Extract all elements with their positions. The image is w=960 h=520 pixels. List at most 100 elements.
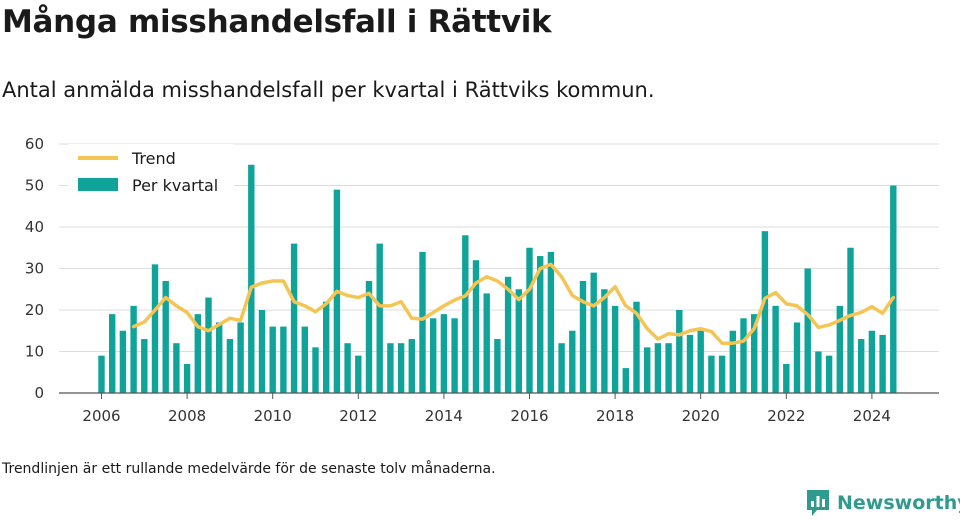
trend-series xyxy=(131,262,896,345)
bar xyxy=(537,256,544,393)
bar xyxy=(494,339,501,393)
x-tick-label: 2020 xyxy=(682,407,720,425)
bar xyxy=(130,305,137,393)
x-tick-label: 2022 xyxy=(767,407,805,425)
bar xyxy=(355,355,362,393)
bar xyxy=(504,276,512,393)
bar xyxy=(879,334,886,393)
bar xyxy=(258,310,266,393)
bar xyxy=(804,268,811,393)
y-tick-label: 0 xyxy=(34,384,44,402)
bar xyxy=(226,339,234,393)
bar xyxy=(633,301,640,393)
bar xyxy=(622,368,629,393)
bar xyxy=(569,330,576,393)
bar xyxy=(408,339,415,393)
bar xyxy=(515,289,522,393)
y-tick-label: 50 xyxy=(25,177,44,195)
legend-bars-label: Per kvartal xyxy=(132,176,218,195)
bar xyxy=(194,314,201,393)
y-tick-label: 10 xyxy=(25,343,44,361)
chart-title: Många misshandelsfall i Rättvik xyxy=(2,4,552,40)
newsworthy-logo-icon xyxy=(807,490,829,516)
bar xyxy=(793,322,801,393)
bar xyxy=(579,280,587,393)
bar xyxy=(323,301,330,393)
bar xyxy=(248,164,255,393)
bar xyxy=(825,355,833,393)
bar xyxy=(440,314,448,393)
bar xyxy=(462,235,469,393)
bar xyxy=(526,247,533,393)
x-tick-label: 2006 xyxy=(82,407,120,425)
bar xyxy=(365,280,373,393)
bar xyxy=(772,305,779,393)
bar xyxy=(558,343,565,393)
bar xyxy=(430,318,437,393)
bar xyxy=(419,251,426,393)
bar xyxy=(644,347,651,393)
bar xyxy=(451,318,458,393)
y-tick-label: 20 xyxy=(25,301,44,319)
x-tick-label: 2016 xyxy=(510,407,548,425)
bar xyxy=(483,293,490,393)
bar xyxy=(847,247,854,393)
bar xyxy=(686,334,694,393)
trend-line xyxy=(131,262,896,345)
legend-bar-swatch xyxy=(78,178,118,191)
bar xyxy=(740,318,747,393)
footnote: Trendlinjen är ett rullande medelvärde f… xyxy=(2,461,496,477)
x-tick-label: 2008 xyxy=(168,407,206,425)
bar xyxy=(783,363,790,393)
bar xyxy=(676,310,683,393)
y-tick-label: 30 xyxy=(25,260,44,278)
bar xyxy=(280,326,287,393)
bar xyxy=(173,343,180,393)
bar xyxy=(387,343,394,393)
bar xyxy=(344,343,351,393)
bar xyxy=(312,347,319,393)
bar-series xyxy=(98,164,897,393)
bar xyxy=(718,355,726,393)
axes: 0 10 20 30 40 50 60 2006 2008 2010 2012 2014 2016 201… xyxy=(25,135,939,425)
bar xyxy=(665,343,672,393)
bar xyxy=(547,251,555,393)
brand-logo: Newsworthy xyxy=(805,488,960,518)
bar xyxy=(654,343,662,393)
bar xyxy=(751,314,758,393)
legend: Trend Per kvartal xyxy=(68,144,234,200)
bar xyxy=(868,330,876,393)
bar xyxy=(601,289,608,393)
brand-name: Newsworthy xyxy=(837,492,960,514)
bar xyxy=(119,330,127,393)
bar xyxy=(216,322,223,393)
bar xyxy=(472,260,480,393)
bar xyxy=(141,339,148,393)
bar xyxy=(397,343,405,393)
bar xyxy=(237,322,244,393)
bar xyxy=(858,339,865,393)
bar xyxy=(151,264,159,393)
bar xyxy=(205,297,212,393)
bar xyxy=(290,243,298,393)
bar xyxy=(836,305,843,393)
y-tick-label: 40 xyxy=(25,218,44,236)
chart-subtitle: Antal anmälda misshandelsfall per kvarta… xyxy=(2,78,655,102)
bar xyxy=(761,231,769,393)
bar xyxy=(162,280,169,393)
bar xyxy=(611,305,619,393)
x-tick-label: 2018 xyxy=(596,407,634,425)
bar xyxy=(697,330,704,393)
x-tick-label: 2012 xyxy=(339,407,377,425)
bar xyxy=(376,243,383,393)
bar xyxy=(890,185,897,393)
bar xyxy=(98,355,105,393)
bar xyxy=(590,272,597,393)
x-tick-label: 2014 xyxy=(425,407,463,425)
bar xyxy=(301,326,308,393)
bar xyxy=(729,330,736,393)
bar xyxy=(708,355,715,393)
legend-trend-label: Trend xyxy=(131,149,176,168)
x-tick-label: 2010 xyxy=(254,407,292,425)
